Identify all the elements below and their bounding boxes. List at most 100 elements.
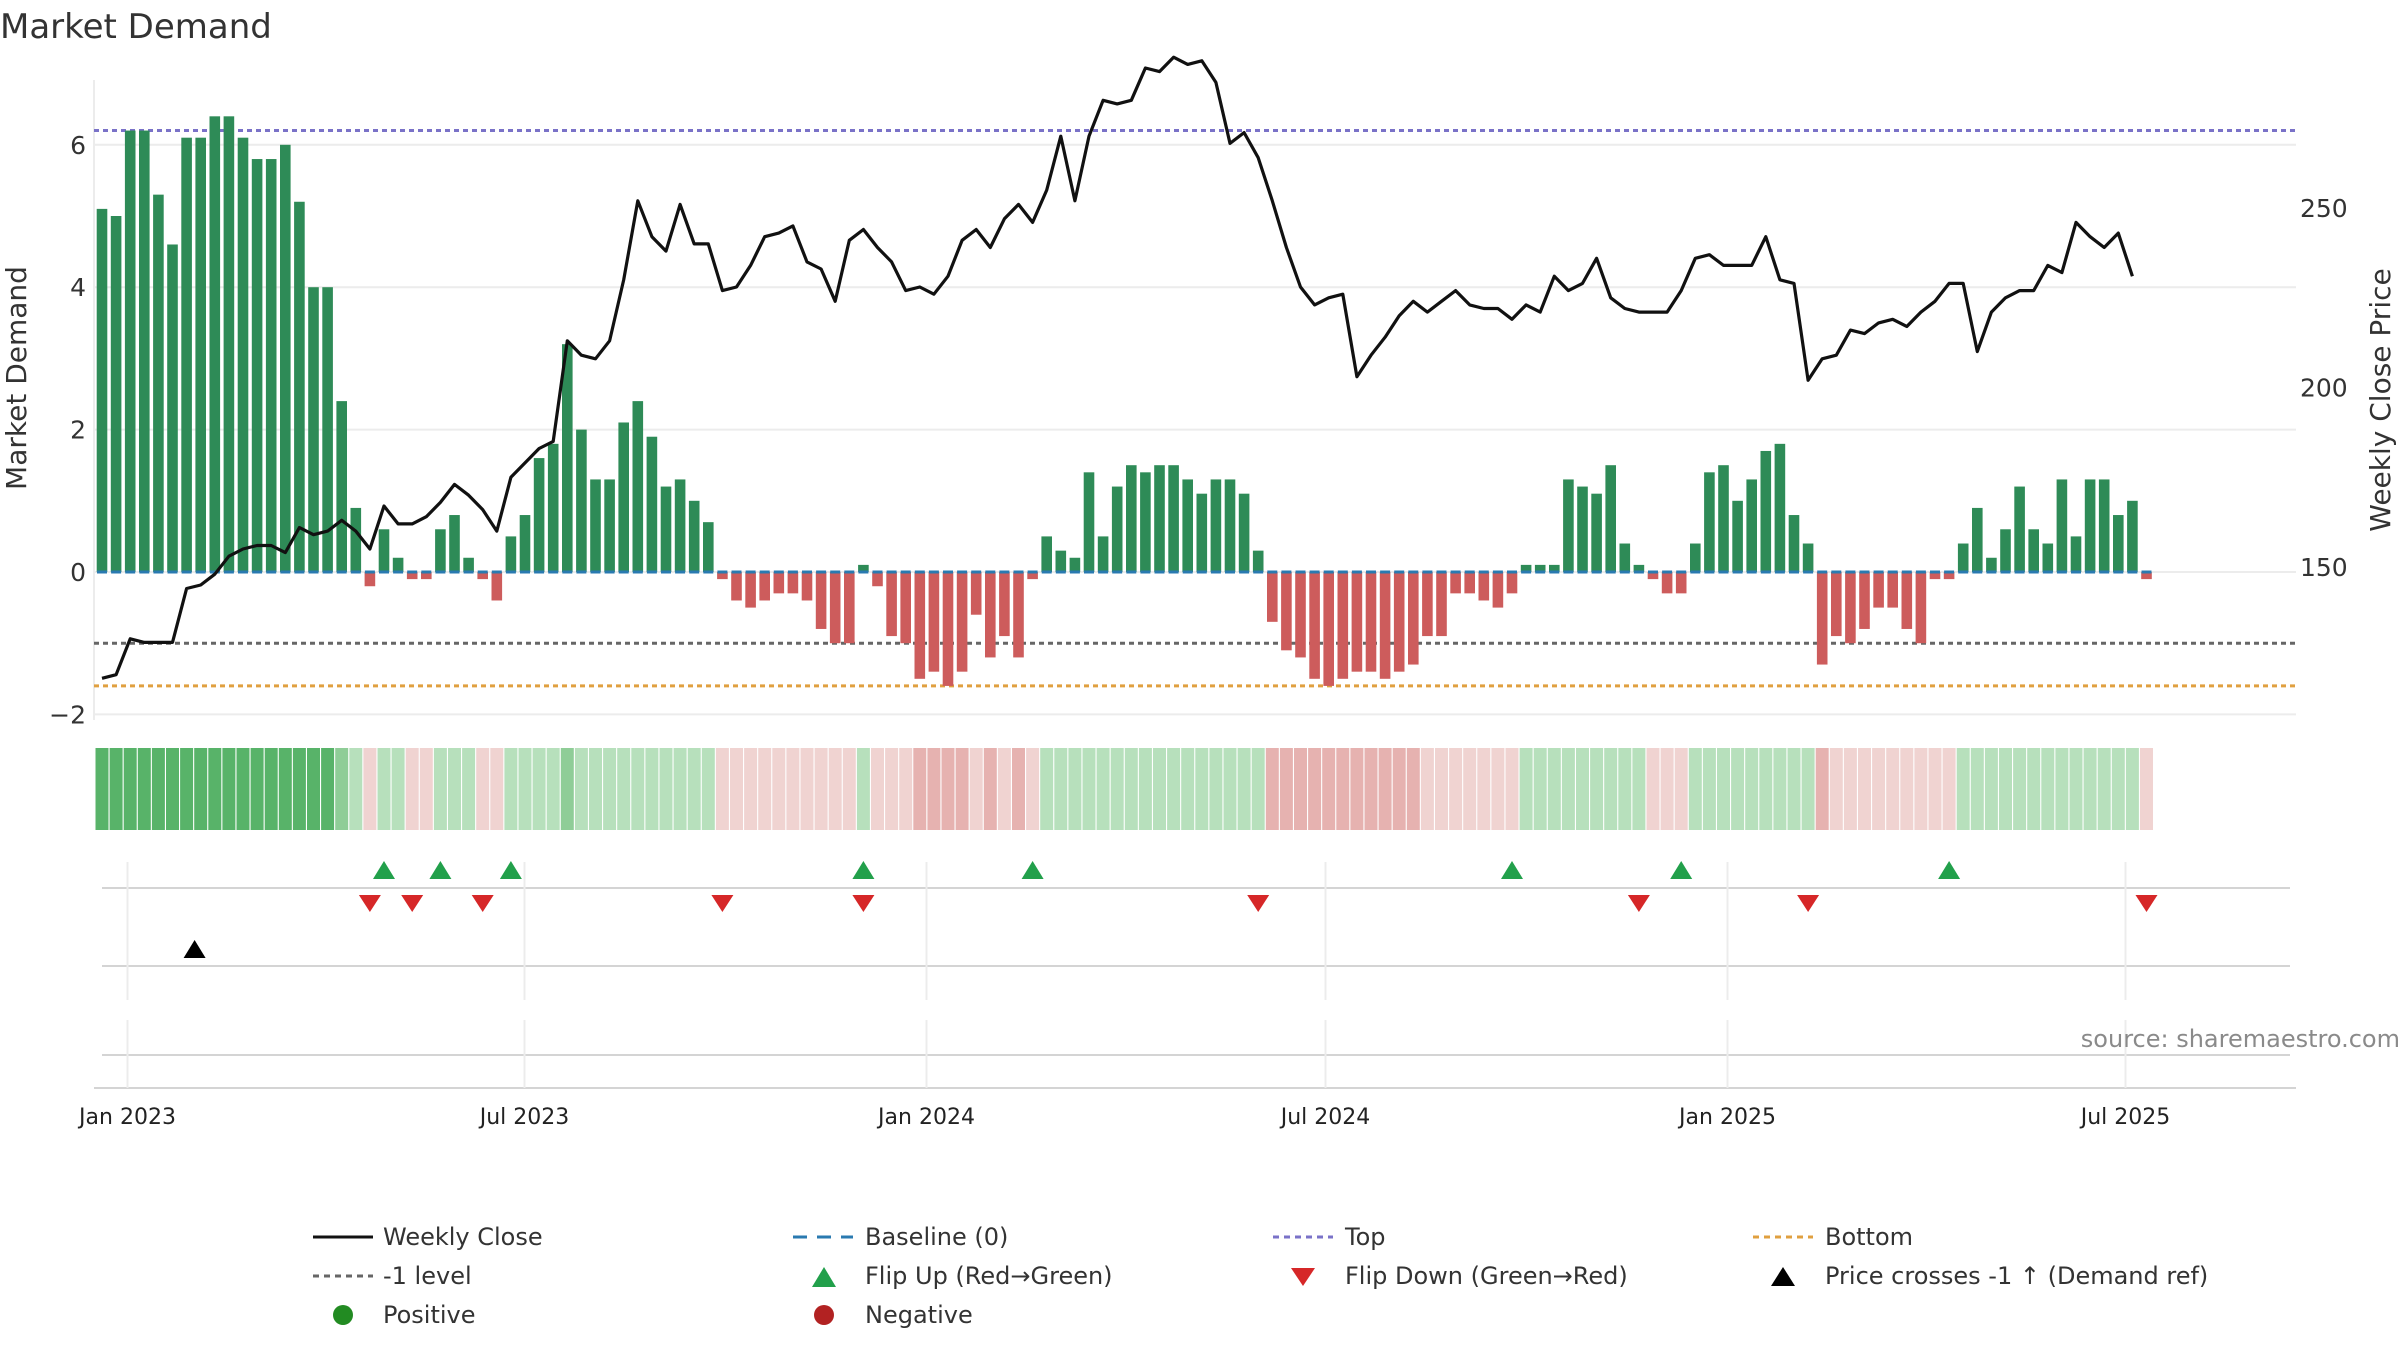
demand-bar xyxy=(1915,572,1927,644)
demand-bar xyxy=(1816,572,1828,665)
demand-bar xyxy=(519,515,531,572)
legend-positive-icon xyxy=(333,1305,353,1325)
flip-down-marker xyxy=(471,895,494,912)
demand-bar xyxy=(829,572,841,644)
heat-cell xyxy=(1279,748,1293,830)
heat-cell xyxy=(574,748,588,830)
demand-bar xyxy=(2084,479,2096,572)
demand-bar xyxy=(378,529,390,572)
heat-cell xyxy=(1026,748,1040,830)
demand-bar xyxy=(124,130,136,572)
demand-bar xyxy=(1351,572,1363,672)
demand-bar xyxy=(1887,572,1898,608)
demand-bar xyxy=(1957,543,1969,572)
demand-bar xyxy=(928,572,940,672)
heat-cell xyxy=(1195,748,1209,830)
demand-bar xyxy=(1831,572,1842,637)
y-left-tick-label: 0 xyxy=(70,558,86,587)
heat-cell xyxy=(2041,748,2055,830)
heat-cell xyxy=(814,748,828,830)
demand-bar xyxy=(1845,572,1856,644)
price-cross-marker xyxy=(183,940,206,958)
heat-cell xyxy=(1829,748,1843,830)
demand-bar xyxy=(1732,500,1743,572)
heat-cell xyxy=(1138,748,1152,830)
demand-bar xyxy=(1591,493,1602,572)
y-ticks: 6 4 2 0 −2 250 200 150 xyxy=(49,131,2348,730)
heat-cell xyxy=(1491,748,1505,830)
heat-cell xyxy=(1576,748,1589,830)
demand-bar xyxy=(181,137,192,572)
heat-cell xyxy=(1872,748,1886,830)
heat-cell xyxy=(1561,748,1575,830)
flip-up-marker xyxy=(1670,861,1693,879)
heat-cell xyxy=(476,748,490,830)
legend-flip-up: Flip Up (Red→Green) xyxy=(865,1262,1113,1290)
x-tick-label: Jan 2025 xyxy=(1677,1105,1776,1130)
heat-cell xyxy=(2055,748,2069,830)
heat-cell xyxy=(1082,748,1096,830)
demand-bar xyxy=(392,557,404,572)
heat-cell xyxy=(1519,748,1533,830)
legend-weekly-close: Weekly Close xyxy=(383,1223,543,1251)
demand-bar xyxy=(1238,493,1250,572)
signal-panels xyxy=(94,862,2296,1089)
heat-cell xyxy=(1110,748,1124,830)
heat-cell xyxy=(1350,748,1364,830)
demand-bar xyxy=(1492,572,1504,608)
demand-bar xyxy=(167,244,178,573)
demand-bar xyxy=(1196,493,1208,572)
demand-bar xyxy=(590,479,601,572)
demand-bar xyxy=(674,479,686,572)
heat-cell xyxy=(560,748,574,830)
heat-cell xyxy=(603,748,617,830)
demand-bar xyxy=(1365,572,1377,672)
demand-bar xyxy=(1450,572,1461,594)
heat-cell xyxy=(546,748,560,830)
demand-bar xyxy=(2000,529,2011,572)
heat-cell xyxy=(955,748,969,830)
heat-cell xyxy=(1843,748,1857,830)
flip-up-marker xyxy=(852,861,875,879)
heat-cell xyxy=(137,748,151,830)
flip-down-marker xyxy=(852,895,875,912)
heat-cell xyxy=(1717,748,1730,830)
demand-bar xyxy=(1281,572,1292,651)
demand-bar xyxy=(1464,572,1475,594)
demand-bar xyxy=(1704,472,1715,572)
heat-cell xyxy=(250,748,264,830)
price-line-group xyxy=(101,55,2134,680)
demand-bar xyxy=(435,529,446,572)
heat-cell xyxy=(292,748,306,830)
demand-bar xyxy=(1436,572,1447,637)
demand-bar xyxy=(1478,572,1490,601)
flip-down-marker xyxy=(1627,895,1650,912)
demand-bar xyxy=(914,572,926,679)
heat-cell xyxy=(1336,748,1350,830)
heat-cell xyxy=(1787,748,1801,830)
y-axis-right-label: Weekly Close Price xyxy=(2364,268,2397,531)
demand-bar xyxy=(533,458,545,572)
demand-bar xyxy=(717,572,728,580)
demand-bar xyxy=(1013,572,1024,658)
heat-cell xyxy=(1646,748,1660,830)
demand-bar xyxy=(1718,465,1729,572)
heat-cell xyxy=(490,748,504,830)
demand-bar xyxy=(1055,550,1067,572)
heat-cell xyxy=(715,748,729,830)
demand-bar xyxy=(1633,564,1645,572)
heat-cell xyxy=(2111,748,2125,830)
demand-bar xyxy=(759,572,770,601)
x-tick-label: Jul 2025 xyxy=(2079,1105,2171,1130)
heat-cell xyxy=(730,748,743,830)
demand-bar xyxy=(1140,472,1151,572)
demand-bar xyxy=(562,344,573,572)
demand-bar xyxy=(858,564,869,572)
demand-bar xyxy=(350,507,362,572)
heat-cell xyxy=(1759,748,1773,830)
heat-cell xyxy=(885,748,899,830)
legend-flip-up-icon xyxy=(812,1267,836,1287)
demand-bar xyxy=(1337,572,1349,679)
heat-cell xyxy=(2013,748,2027,830)
demand-bar xyxy=(1746,479,1757,572)
